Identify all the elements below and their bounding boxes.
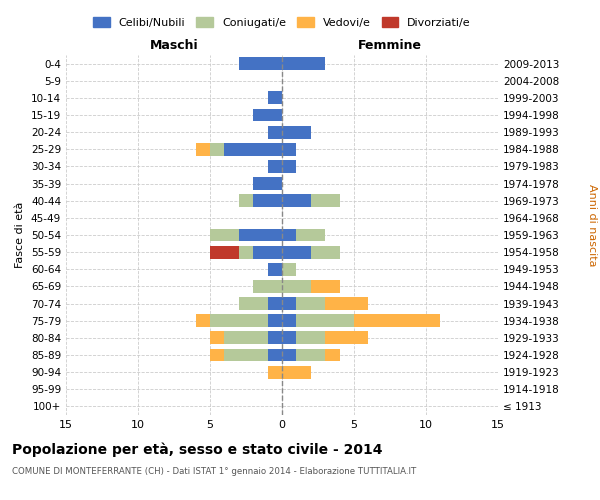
Bar bbox=[296, 332, 325, 344]
Bar bbox=[282, 57, 325, 70]
Bar bbox=[282, 263, 296, 276]
Bar bbox=[282, 228, 296, 241]
Bar bbox=[311, 280, 340, 293]
Bar bbox=[325, 332, 368, 344]
Bar bbox=[253, 108, 282, 122]
Text: Anni di nascita: Anni di nascita bbox=[587, 184, 597, 266]
Bar bbox=[268, 92, 282, 104]
Bar bbox=[268, 263, 282, 276]
Bar bbox=[325, 297, 368, 310]
Bar bbox=[210, 143, 224, 156]
Bar bbox=[253, 280, 282, 293]
Bar bbox=[268, 348, 282, 362]
Bar bbox=[268, 332, 282, 344]
Bar bbox=[239, 194, 253, 207]
Text: COMUNE DI MONTEFERRANTE (CH) - Dati ISTAT 1° gennaio 2014 - Elaborazione TUTTITA: COMUNE DI MONTEFERRANTE (CH) - Dati ISTA… bbox=[12, 468, 416, 476]
Bar bbox=[311, 194, 340, 207]
Bar bbox=[253, 246, 282, 258]
Bar bbox=[268, 314, 282, 327]
Bar bbox=[253, 194, 282, 207]
Bar bbox=[282, 314, 296, 327]
Bar bbox=[268, 297, 282, 310]
Text: Maschi: Maschi bbox=[149, 38, 199, 52]
Bar bbox=[282, 126, 311, 138]
Bar bbox=[282, 366, 311, 378]
Bar bbox=[253, 177, 282, 190]
Bar bbox=[239, 228, 282, 241]
Bar bbox=[296, 228, 325, 241]
Bar bbox=[282, 332, 296, 344]
Bar bbox=[296, 297, 325, 310]
Bar bbox=[196, 314, 210, 327]
Bar bbox=[282, 143, 296, 156]
Text: Popolazione per età, sesso e stato civile - 2014: Popolazione per età, sesso e stato civil… bbox=[12, 442, 383, 457]
Text: Femmine: Femmine bbox=[358, 38, 422, 52]
Bar bbox=[210, 228, 239, 241]
Y-axis label: Fasce di età: Fasce di età bbox=[16, 202, 25, 268]
Bar bbox=[268, 160, 282, 173]
Bar bbox=[282, 246, 311, 258]
Bar bbox=[282, 348, 296, 362]
Bar bbox=[282, 297, 296, 310]
Bar bbox=[282, 194, 311, 207]
Bar bbox=[239, 246, 253, 258]
Bar bbox=[268, 366, 282, 378]
Bar bbox=[210, 314, 268, 327]
Bar bbox=[282, 280, 311, 293]
Bar bbox=[210, 332, 224, 344]
Bar bbox=[224, 143, 282, 156]
Bar bbox=[210, 348, 224, 362]
Bar bbox=[296, 314, 354, 327]
Bar bbox=[354, 314, 440, 327]
Bar bbox=[296, 348, 325, 362]
Bar bbox=[239, 297, 268, 310]
Bar bbox=[282, 160, 296, 173]
Bar bbox=[224, 332, 268, 344]
Bar bbox=[268, 126, 282, 138]
Bar bbox=[239, 57, 282, 70]
Bar bbox=[311, 246, 340, 258]
Bar bbox=[325, 348, 340, 362]
Legend: Celibi/Nubili, Coniugati/e, Vedovi/e, Divorziati/e: Celibi/Nubili, Coniugati/e, Vedovi/e, Di… bbox=[90, 14, 474, 31]
Bar bbox=[224, 348, 268, 362]
Bar bbox=[210, 246, 239, 258]
Bar bbox=[196, 143, 210, 156]
